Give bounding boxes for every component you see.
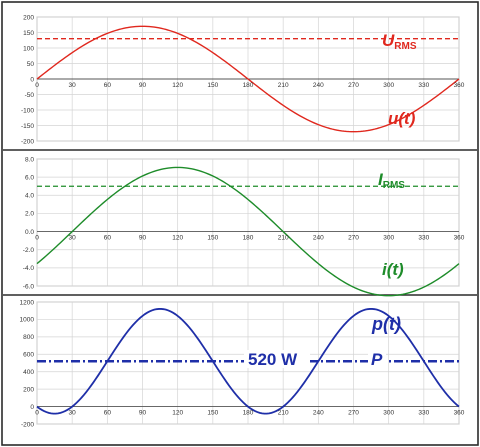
x-tick-label: 150 [207, 410, 218, 417]
y-tick-label: -50 [25, 92, 35, 99]
x-tick-label: 270 [348, 410, 359, 417]
y-tick-label: 200 [23, 386, 34, 393]
power-value-label: 520 W [248, 350, 298, 369]
current-grid [36, 158, 460, 287]
x-tick-label: 300 [383, 410, 394, 417]
x-tick-label: 30 [69, 410, 77, 417]
x-tick-label: 90 [139, 82, 147, 89]
y-tick-label: -2.0 [23, 247, 35, 254]
y-tick-label: -200 [21, 138, 34, 145]
x-tick-label: 90 [139, 235, 147, 242]
x-tick-label: 240 [313, 410, 324, 417]
x-tick-label: 270 [348, 235, 359, 242]
x-tick-label: 150 [207, 235, 218, 242]
current-panel: 8.0 6.0 4.0 2.0 0.0 -2.0 -4.0 -6.0 0 30 60 90 120 150… [23, 156, 465, 297]
u-rms-label: URMS [382, 31, 417, 52]
x-tick-label: 0 [35, 82, 39, 89]
x-tick-label: 60 [104, 410, 112, 417]
x-tick-label: 330 [418, 235, 429, 242]
x-tick-label: 120 [172, 410, 183, 417]
x-tick-label: 360 [454, 410, 465, 417]
x-tick-label: 360 [454, 82, 465, 89]
y-tick-label: 50 [27, 61, 35, 68]
x-tick-label: 30 [69, 235, 77, 242]
x-tick-label: 0 [35, 235, 39, 242]
y-tick-label: 0 [30, 76, 34, 83]
i-t-label: i(t) [382, 260, 404, 279]
y-tick-label: 8.0 [25, 156, 34, 163]
y-tick-label: 0.0 [25, 229, 34, 236]
p-t-label: p(t) [371, 314, 401, 334]
x-tick-label: 30 [69, 82, 77, 89]
y-tick-label: 200 [23, 14, 34, 21]
x-tick-label: 210 [278, 235, 289, 242]
x-tick-label: 180 [243, 82, 254, 89]
x-tick-label: 0 [35, 410, 39, 417]
x-tick-label: 150 [207, 82, 218, 89]
x-tick-label: 180 [243, 235, 254, 242]
x-tick-label: 240 [313, 235, 324, 242]
x-tick-label: 300 [383, 82, 394, 89]
u-t-label: u(t) [388, 109, 416, 128]
y-tick-label: 0 [30, 404, 34, 411]
x-tick-label: 270 [348, 82, 359, 89]
x-tick-label: 90 [139, 410, 147, 417]
series-curve [36, 166, 460, 297]
y-tick-label: -100 [21, 107, 34, 114]
i-rms-label: IRMS [378, 170, 405, 191]
y-tick-label: 4.0 [25, 193, 34, 200]
x-tick-label: 240 [313, 82, 324, 89]
y-tick-label: 400 [23, 369, 34, 376]
y-tick-label: -200 [21, 421, 34, 428]
avg-power-backdrop [368, 350, 386, 368]
x-tick-label: 210 [278, 410, 289, 417]
y-tick-label: -150 [21, 123, 34, 130]
avg-power-label: P [371, 350, 383, 369]
x-tick-label: 360 [454, 235, 465, 242]
current-ticks: 8.0 6.0 4.0 2.0 0.0 -2.0 -4.0 -6.0 0 30 60 90 120 150… [23, 156, 465, 290]
x-tick-label: 60 [104, 235, 112, 242]
y-tick-label: 1200 [20, 299, 35, 306]
y-tick-label: -4.0 [23, 265, 35, 272]
y-tick-label: 150 [23, 30, 34, 37]
x-tick-label: 330 [418, 82, 429, 89]
y-tick-label: 2.0 [25, 211, 34, 218]
x-tick-label: 180 [243, 410, 254, 417]
y-tick-label: 600 [23, 352, 34, 359]
y-tick-label: -6.0 [23, 283, 35, 290]
y-tick-label: 1000 [20, 317, 35, 324]
series-curve [36, 25, 460, 133]
x-tick-label: 210 [278, 82, 289, 89]
current-curves [36, 166, 460, 297]
power-value-backdrop [244, 350, 310, 368]
y-tick-label: 6.0 [25, 174, 34, 181]
x-tick-label: 330 [418, 410, 429, 417]
y-tick-label: 800 [23, 334, 34, 341]
voltage-curves [36, 25, 460, 133]
x-tick-label: 120 [172, 235, 183, 242]
y-tick-label: 100 [23, 45, 34, 52]
x-tick-label: 300 [383, 235, 394, 242]
x-tick-label: 60 [104, 82, 112, 89]
x-tick-label: 120 [172, 82, 183, 89]
